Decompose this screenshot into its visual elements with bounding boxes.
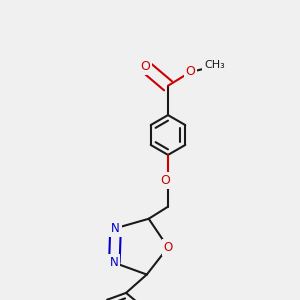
Text: O: O <box>164 241 172 254</box>
Text: CH₃: CH₃ <box>204 60 225 70</box>
Text: N: N <box>110 256 119 269</box>
Text: O: O <box>141 60 151 73</box>
Text: O: O <box>185 65 195 79</box>
Text: N: N <box>111 222 120 235</box>
Text: O: O <box>161 174 170 187</box>
